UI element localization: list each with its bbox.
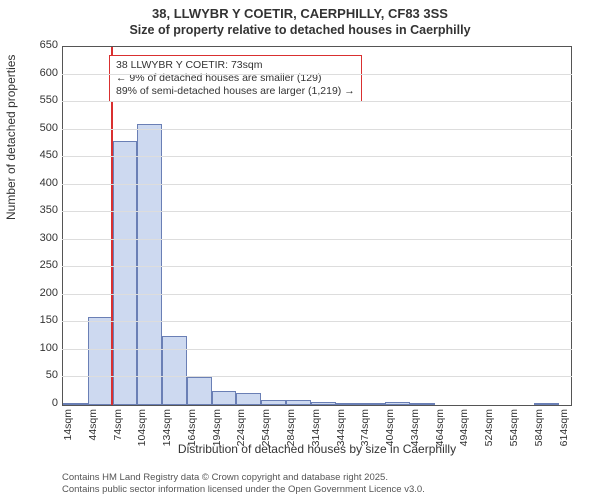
gridline bbox=[62, 321, 572, 322]
footnote: Contains HM Land Registry data © Crown c… bbox=[62, 472, 425, 496]
histogram-bar bbox=[261, 400, 286, 406]
x-axis-label: Distribution of detached houses by size … bbox=[62, 442, 572, 456]
gridline bbox=[62, 156, 572, 157]
ytick-label: 150 bbox=[18, 314, 58, 326]
y-axis-label: Number of detached properties bbox=[4, 55, 18, 220]
gridline bbox=[62, 376, 572, 377]
histogram-bar bbox=[360, 403, 385, 405]
ytick-label: 0 bbox=[18, 397, 58, 409]
chart-title-line2: Size of property relative to detached ho… bbox=[0, 23, 600, 41]
ytick-label: 50 bbox=[18, 369, 58, 381]
ytick-label: 600 bbox=[18, 67, 58, 79]
gridline bbox=[62, 211, 572, 212]
plot-area: 38 LLWYBR Y COETIR: 73sqm← 9% of detache… bbox=[62, 46, 572, 406]
histogram-bar bbox=[113, 141, 138, 405]
chart-title-line1: 38, LLWYBR Y COETIR, CAERPHILLY, CF83 3S… bbox=[0, 0, 600, 23]
ytick-label: 450 bbox=[18, 149, 58, 161]
ytick-label: 300 bbox=[18, 232, 58, 244]
histogram-bar bbox=[162, 336, 187, 405]
ytick-label: 100 bbox=[18, 342, 58, 354]
ytick-label: 550 bbox=[18, 94, 58, 106]
gridline bbox=[62, 294, 572, 295]
histogram-bar bbox=[410, 403, 435, 405]
histogram-bar bbox=[534, 403, 559, 405]
annotation-box: 38 LLWYBR Y COETIR: 73sqm← 9% of detache… bbox=[109, 55, 362, 102]
histogram-bar bbox=[63, 403, 88, 405]
gridline bbox=[62, 184, 572, 185]
footnote-line2: Contains public sector information licen… bbox=[62, 484, 425, 495]
histogram-bar bbox=[311, 402, 336, 405]
gridline bbox=[62, 74, 572, 75]
annotation-line: 38 LLWYBR Y COETIR: 73sqm bbox=[116, 59, 355, 72]
histogram-bar bbox=[212, 391, 237, 405]
histogram-bar bbox=[286, 400, 311, 406]
gridline bbox=[62, 129, 572, 130]
ytick-label: 350 bbox=[18, 204, 58, 216]
ytick-label: 200 bbox=[18, 287, 58, 299]
ytick-label: 500 bbox=[18, 122, 58, 134]
histogram-bar bbox=[88, 317, 113, 405]
histogram-bar bbox=[187, 377, 212, 405]
chart-container: 38, LLWYBR Y COETIR, CAERPHILLY, CF83 3S… bbox=[0, 0, 600, 500]
histogram-bar bbox=[236, 393, 261, 405]
annotation-line: 89% of semi-detached houses are larger (… bbox=[116, 85, 355, 98]
ytick-label: 400 bbox=[18, 177, 58, 189]
histogram-bar bbox=[137, 124, 162, 405]
ytick-label: 250 bbox=[18, 259, 58, 271]
gridline bbox=[62, 349, 572, 350]
histogram-bar bbox=[385, 402, 410, 405]
gridline bbox=[62, 239, 572, 240]
footnote-line1: Contains HM Land Registry data © Crown c… bbox=[62, 472, 388, 483]
ytick-label: 650 bbox=[18, 39, 58, 51]
gridline bbox=[62, 266, 572, 267]
gridline bbox=[62, 101, 572, 102]
histogram-bar bbox=[336, 403, 361, 405]
